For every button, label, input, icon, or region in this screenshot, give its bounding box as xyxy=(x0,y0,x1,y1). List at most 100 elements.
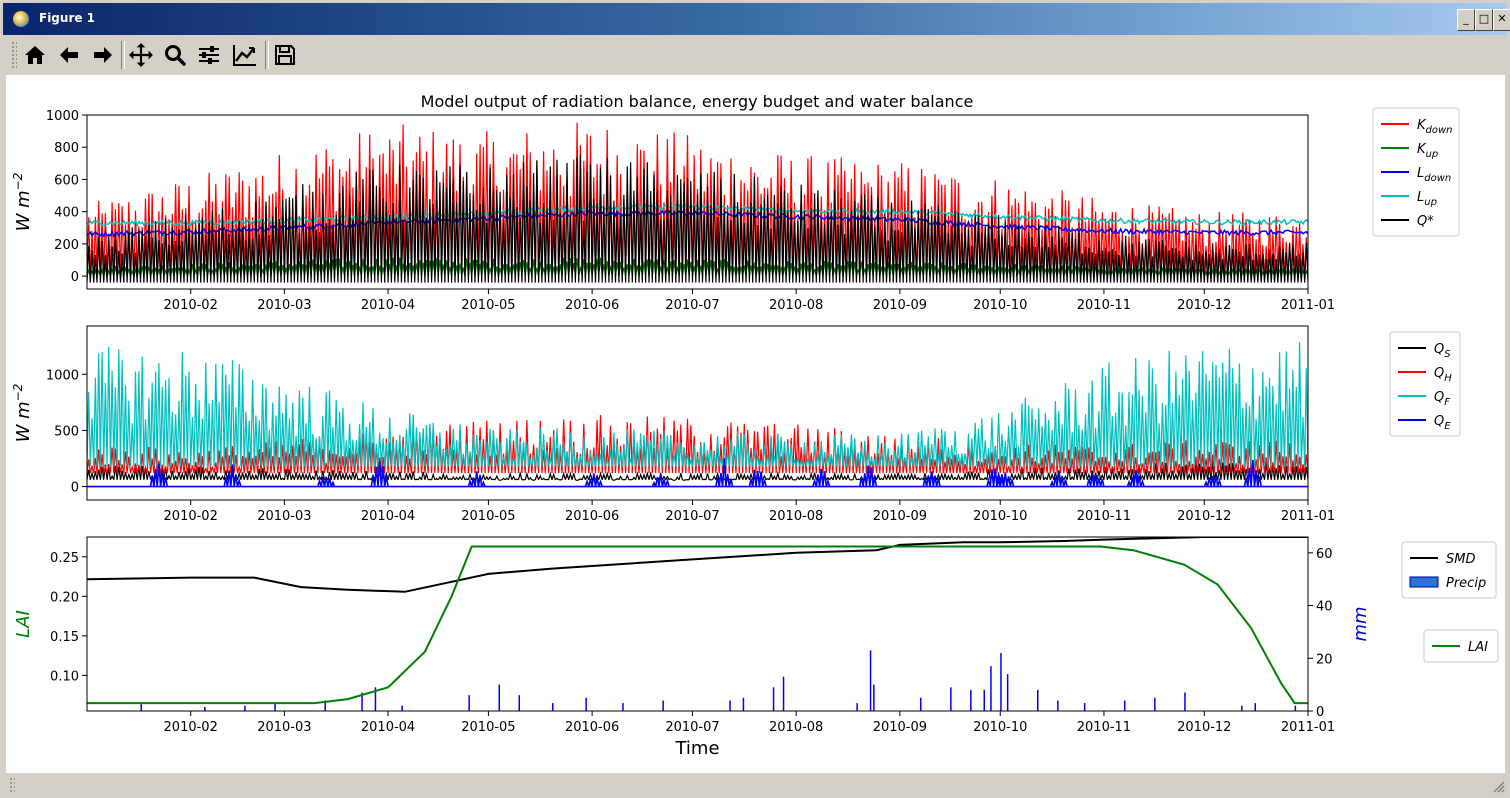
close-button[interactable]: ✕ xyxy=(1493,9,1510,31)
x-tick-label: 2010-04 xyxy=(361,720,415,735)
x-tick-label: 2010-09 xyxy=(873,720,927,735)
legend-entry-sub: up xyxy=(1424,197,1437,208)
precip-bar xyxy=(1037,689,1039,711)
precip-bar xyxy=(920,697,922,711)
back-button[interactable] xyxy=(53,39,85,71)
precip-bar xyxy=(950,687,952,711)
series-lai xyxy=(87,545,1308,705)
y-right-tick-label: 40 xyxy=(1316,600,1333,615)
precip-bar xyxy=(518,695,520,711)
precip-bar xyxy=(772,687,775,711)
subplot-1: 2010-02 2010-03 2010-04 2010-05 2010-06 2010-… xyxy=(11,107,1460,313)
navigation-toolbar xyxy=(3,35,1507,75)
toolbar-separator xyxy=(265,41,269,69)
y-axis-label: W m−2 xyxy=(11,173,34,232)
precip-bar xyxy=(468,695,470,711)
save-button[interactable] xyxy=(269,39,301,71)
move-icon xyxy=(129,43,153,67)
y-tick-label: 500 xyxy=(54,424,79,439)
x-tick-label: 2010-04 xyxy=(361,298,415,313)
configure-subplots-button[interactable] xyxy=(193,39,225,71)
statusbar-grip xyxy=(9,777,15,793)
precip-bar xyxy=(873,684,875,711)
magnifier-icon xyxy=(165,45,186,66)
precip-bar xyxy=(856,703,858,711)
minimize-button[interactable]: _ xyxy=(1457,9,1475,31)
legend-entry-sub: down xyxy=(1424,173,1451,184)
precip-bar xyxy=(244,705,246,711)
x-tick-label: 2010-06 xyxy=(565,720,619,735)
zoom-button[interactable] xyxy=(159,39,191,71)
precip-bar xyxy=(374,687,377,711)
legend-entry: LAI xyxy=(1468,640,1488,655)
y-tick-label: 1000 xyxy=(46,109,79,124)
y-tick-label: 0 xyxy=(71,270,79,285)
precip-bar xyxy=(1241,705,1243,711)
window-title: Figure 1 xyxy=(39,11,96,25)
legend-swatch xyxy=(1409,576,1439,588)
series-q-e xyxy=(87,458,1308,488)
x-tick-label: 2010-10 xyxy=(973,298,1027,313)
y-axis-label-sup: −2 xyxy=(11,384,25,402)
y-tick-label: 1000 xyxy=(46,368,79,383)
precip-bar xyxy=(1057,700,1059,711)
plots: 2010-02 2010-03 2010-04 2010-05 2010-06 2010-… xyxy=(11,107,1499,759)
y-tick-label: 0 xyxy=(71,481,79,496)
legend-entry-sub: E xyxy=(1444,421,1451,432)
precip-bar xyxy=(1083,703,1086,711)
precip-bar xyxy=(1294,705,1297,711)
axes-frame xyxy=(86,536,1309,712)
x-tick-label: 2010-04 xyxy=(361,509,415,524)
arrow-left-icon xyxy=(60,47,78,63)
y-tick-label: 0.10 xyxy=(50,669,79,684)
x-axis-label: Time xyxy=(674,738,719,759)
precip-bar xyxy=(970,689,972,711)
x-tick-label: 2010-02 xyxy=(164,509,218,524)
precip-bar xyxy=(401,705,403,711)
home-button[interactable] xyxy=(19,39,51,71)
x-tick-label: 2010-05 xyxy=(461,720,515,735)
y-tick-label: 800 xyxy=(54,141,79,156)
x-tick-label: 2010-03 xyxy=(257,298,311,313)
precip-bar xyxy=(662,700,664,711)
precip-bar xyxy=(869,650,872,711)
edit-axes-button[interactable] xyxy=(229,39,261,71)
legend-entry-sub: down xyxy=(1426,125,1453,136)
pan-button[interactable] xyxy=(125,39,157,71)
precip-bar xyxy=(552,703,554,711)
legend-entry-sub: F xyxy=(1444,397,1450,408)
x-tick-label: 2010-06 xyxy=(565,509,619,524)
forward-button[interactable] xyxy=(87,39,119,71)
legend-left-axis: LAI xyxy=(1423,629,1499,663)
resize-grip-icon[interactable] xyxy=(1491,779,1505,793)
y-tick-label: 200 xyxy=(54,238,79,253)
precip-bar xyxy=(1000,653,1002,711)
legend-frame xyxy=(1389,331,1461,437)
title-bar[interactable]: Figure 1 _ □ ✕ xyxy=(3,3,1510,35)
maximize-button[interactable]: □ xyxy=(1475,9,1493,31)
x-tick-label: 2011-01 xyxy=(1281,298,1335,313)
line-chart-icon xyxy=(233,45,256,66)
x-tick-label: 2010-03 xyxy=(257,509,311,524)
sliders-icon xyxy=(199,46,219,64)
y-right-tick-label: 0 xyxy=(1316,705,1324,720)
arrow-right-icon xyxy=(94,47,112,63)
y-axis-label-sup: −2 xyxy=(11,173,25,191)
precip-bar xyxy=(361,692,363,711)
x-tick-label: 2011-01 xyxy=(1281,509,1335,524)
legend-entry-sub: H xyxy=(1444,373,1452,384)
x-tick-label: 2011-01 xyxy=(1281,720,1335,735)
x-tick-label: 2010-02 xyxy=(164,720,218,735)
legend-frame xyxy=(1372,107,1460,237)
figure-canvas[interactable]: Model output of radiation balance, energ… xyxy=(6,75,1505,773)
y-tick-label: 400 xyxy=(54,206,79,221)
precip-bar xyxy=(140,703,142,711)
toolbar-grip[interactable] xyxy=(11,41,17,69)
precip-bar xyxy=(742,697,745,711)
precip-bar xyxy=(274,703,276,711)
toolbar-separator xyxy=(121,41,125,69)
legend-frame xyxy=(1423,629,1499,663)
legend-entry-sub: up xyxy=(1426,149,1439,160)
y-right-tick-label: 60 xyxy=(1316,547,1333,562)
